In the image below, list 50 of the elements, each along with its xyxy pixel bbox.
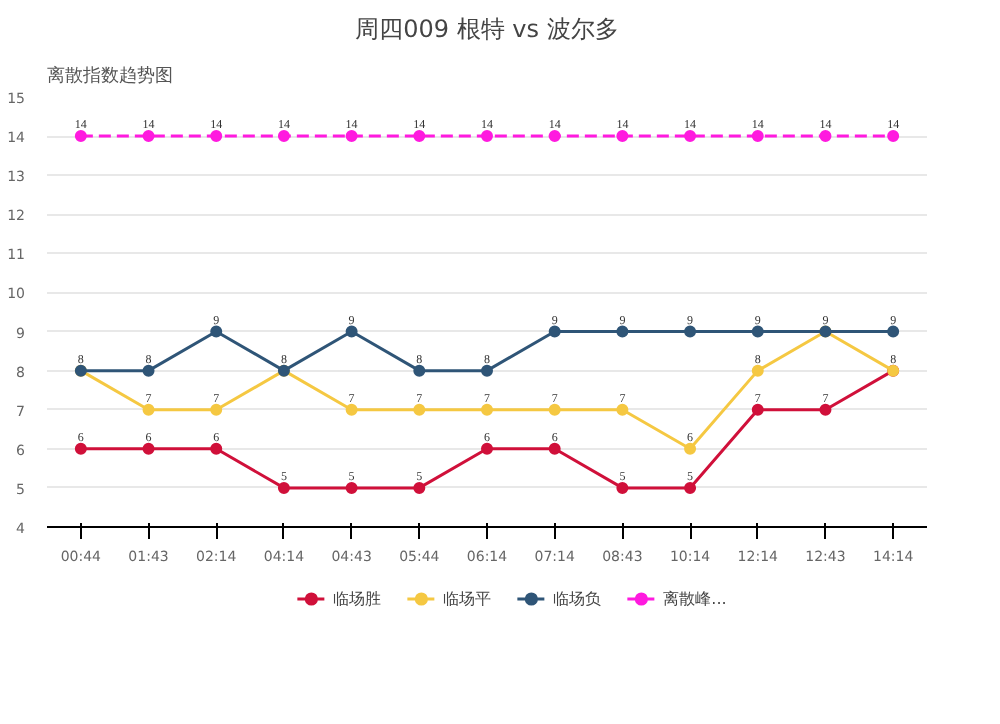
point [751, 403, 764, 416]
point [684, 481, 697, 494]
point [481, 442, 493, 455]
point [684, 442, 697, 455]
point [819, 130, 832, 143]
point [481, 130, 493, 143]
point [345, 325, 358, 338]
point [616, 130, 629, 143]
point [481, 403, 493, 416]
point [345, 130, 358, 143]
point [210, 403, 223, 416]
point [74, 130, 87, 143]
point [684, 325, 697, 338]
point [74, 442, 87, 455]
text: 离散指数趋势图 [47, 65, 173, 87]
chart-title: 周四009 根特 vs 波尔多 [355, 15, 619, 43]
point [277, 481, 290, 494]
point [142, 442, 155, 455]
point [616, 481, 629, 494]
legend-label: 临场负 [553, 587, 602, 609]
point [548, 442, 561, 455]
legend-label: 临场胜 [333, 587, 382, 609]
point [142, 364, 155, 377]
point [684, 130, 697, 143]
point [548, 403, 561, 416]
point [819, 403, 832, 416]
point [887, 325, 900, 338]
point [548, 130, 561, 143]
legend-label: 临场平 [443, 587, 492, 609]
point [751, 325, 764, 338]
point [142, 403, 155, 416]
point [887, 130, 900, 143]
point [481, 364, 493, 377]
legend-label: 离散峰... [663, 587, 727, 609]
point [210, 442, 223, 455]
point [413, 481, 426, 494]
point [210, 130, 223, 143]
point [413, 364, 426, 377]
point [210, 325, 223, 338]
point [345, 403, 358, 416]
point [751, 130, 764, 143]
point [142, 130, 155, 143]
point [616, 325, 629, 338]
point [345, 481, 358, 494]
point [616, 403, 629, 416]
point [413, 403, 426, 416]
point [548, 325, 561, 338]
point [277, 130, 290, 143]
point [751, 364, 764, 377]
point [413, 130, 426, 143]
